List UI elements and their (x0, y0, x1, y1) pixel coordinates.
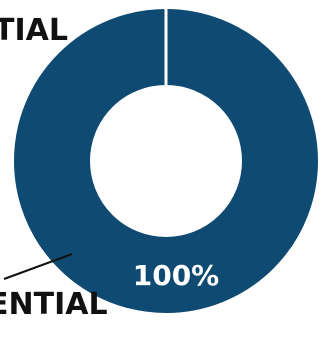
leader-line (3, 253, 73, 280)
label-top-left: TIAL (0, 13, 68, 48)
donut-ring-group (14, 9, 318, 313)
label-bottom-left: ENTIAL (0, 287, 108, 322)
slice-percent-label: 100% (133, 259, 220, 292)
